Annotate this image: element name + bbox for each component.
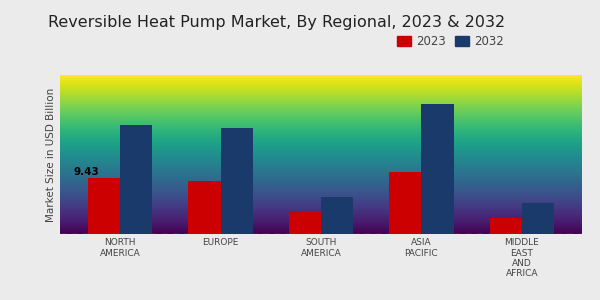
Text: Reversible Heat Pump Market, By Regional, 2023 & 2032: Reversible Heat Pump Market, By Regional…	[48, 15, 505, 30]
Bar	[522, 203, 554, 234]
Bar	[490, 218, 522, 234]
Y-axis label: Market Size in USD Billion: Market Size in USD Billion	[46, 87, 56, 222]
Text: 9.43: 9.43	[73, 167, 99, 177]
Bar	[188, 181, 221, 234]
Bar	[421, 104, 454, 234]
Legend: 2023, 2032: 2023, 2032	[392, 30, 508, 52]
Bar	[221, 128, 253, 234]
Bar	[88, 178, 120, 234]
Bar	[321, 197, 353, 234]
Bar	[389, 172, 421, 234]
Bar	[289, 212, 321, 234]
Bar	[120, 125, 152, 234]
